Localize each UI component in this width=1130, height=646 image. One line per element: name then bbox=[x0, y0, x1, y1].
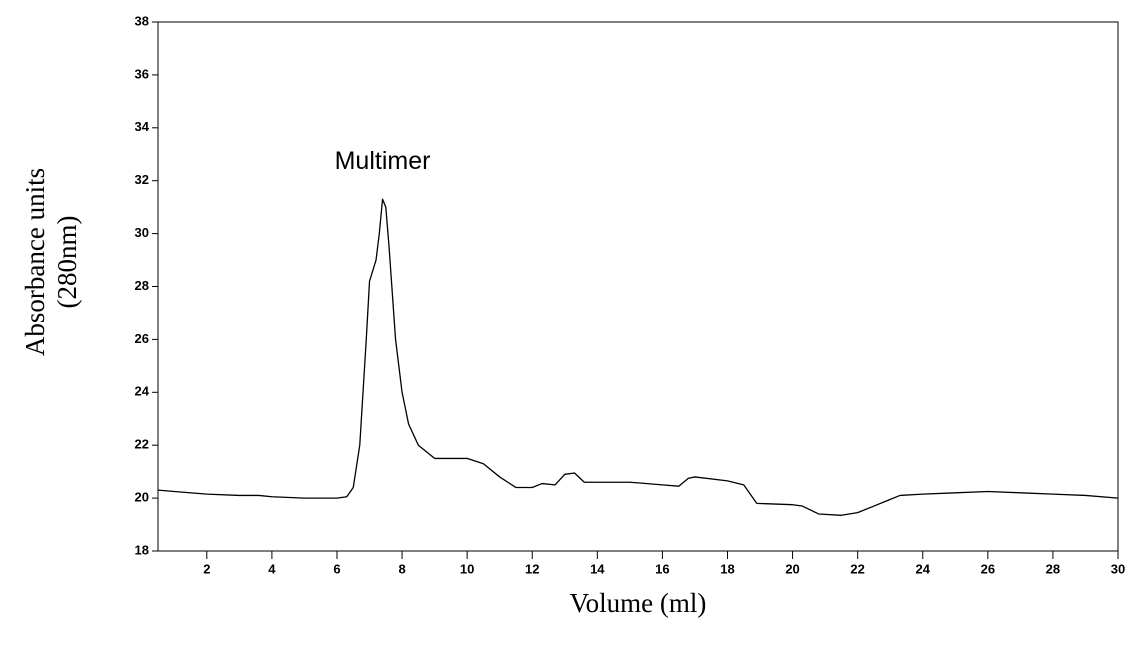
y-tick-label: 32 bbox=[135, 172, 149, 187]
x-tick-label: 16 bbox=[655, 561, 669, 576]
x-tick-label: 10 bbox=[460, 561, 474, 576]
y-tick-label: 20 bbox=[135, 490, 149, 505]
x-tick-label: 4 bbox=[268, 561, 276, 576]
y-tick-label: 18 bbox=[135, 542, 149, 557]
x-tick-label: 6 bbox=[333, 561, 340, 576]
x-tick-label: 26 bbox=[981, 561, 995, 576]
y-tick-label: 22 bbox=[135, 437, 149, 452]
x-tick-label: 18 bbox=[720, 561, 734, 576]
x-tick-label: 22 bbox=[850, 561, 864, 576]
y-tick-label: 30 bbox=[135, 225, 149, 240]
x-tick-label: 2 bbox=[203, 561, 210, 576]
x-tick-label: 8 bbox=[398, 561, 405, 576]
x-tick-label: 12 bbox=[525, 561, 539, 576]
x-tick-label: 14 bbox=[590, 561, 605, 576]
annotation: Multimer bbox=[335, 147, 431, 175]
y-tick-label: 26 bbox=[135, 331, 149, 346]
y-tick-label: 36 bbox=[135, 66, 149, 81]
y-tick-label: 24 bbox=[135, 384, 150, 399]
x-tick-label: 24 bbox=[916, 561, 931, 576]
y-tick-label: 34 bbox=[135, 119, 150, 134]
plot-frame bbox=[157, 21, 1119, 552]
x-tick-label: 20 bbox=[785, 561, 799, 576]
x-axis-label: Volume (ml) bbox=[570, 588, 707, 618]
y-tick-label: 28 bbox=[135, 278, 149, 293]
x-tick-label: 30 bbox=[1111, 561, 1125, 576]
y-axis-label: (280nm) bbox=[52, 216, 82, 309]
y-tick-label: 38 bbox=[135, 13, 149, 28]
y-axis-label: Absorbance units bbox=[20, 168, 50, 356]
x-tick-label: 28 bbox=[1046, 561, 1060, 576]
line-series bbox=[157, 198, 1119, 516]
